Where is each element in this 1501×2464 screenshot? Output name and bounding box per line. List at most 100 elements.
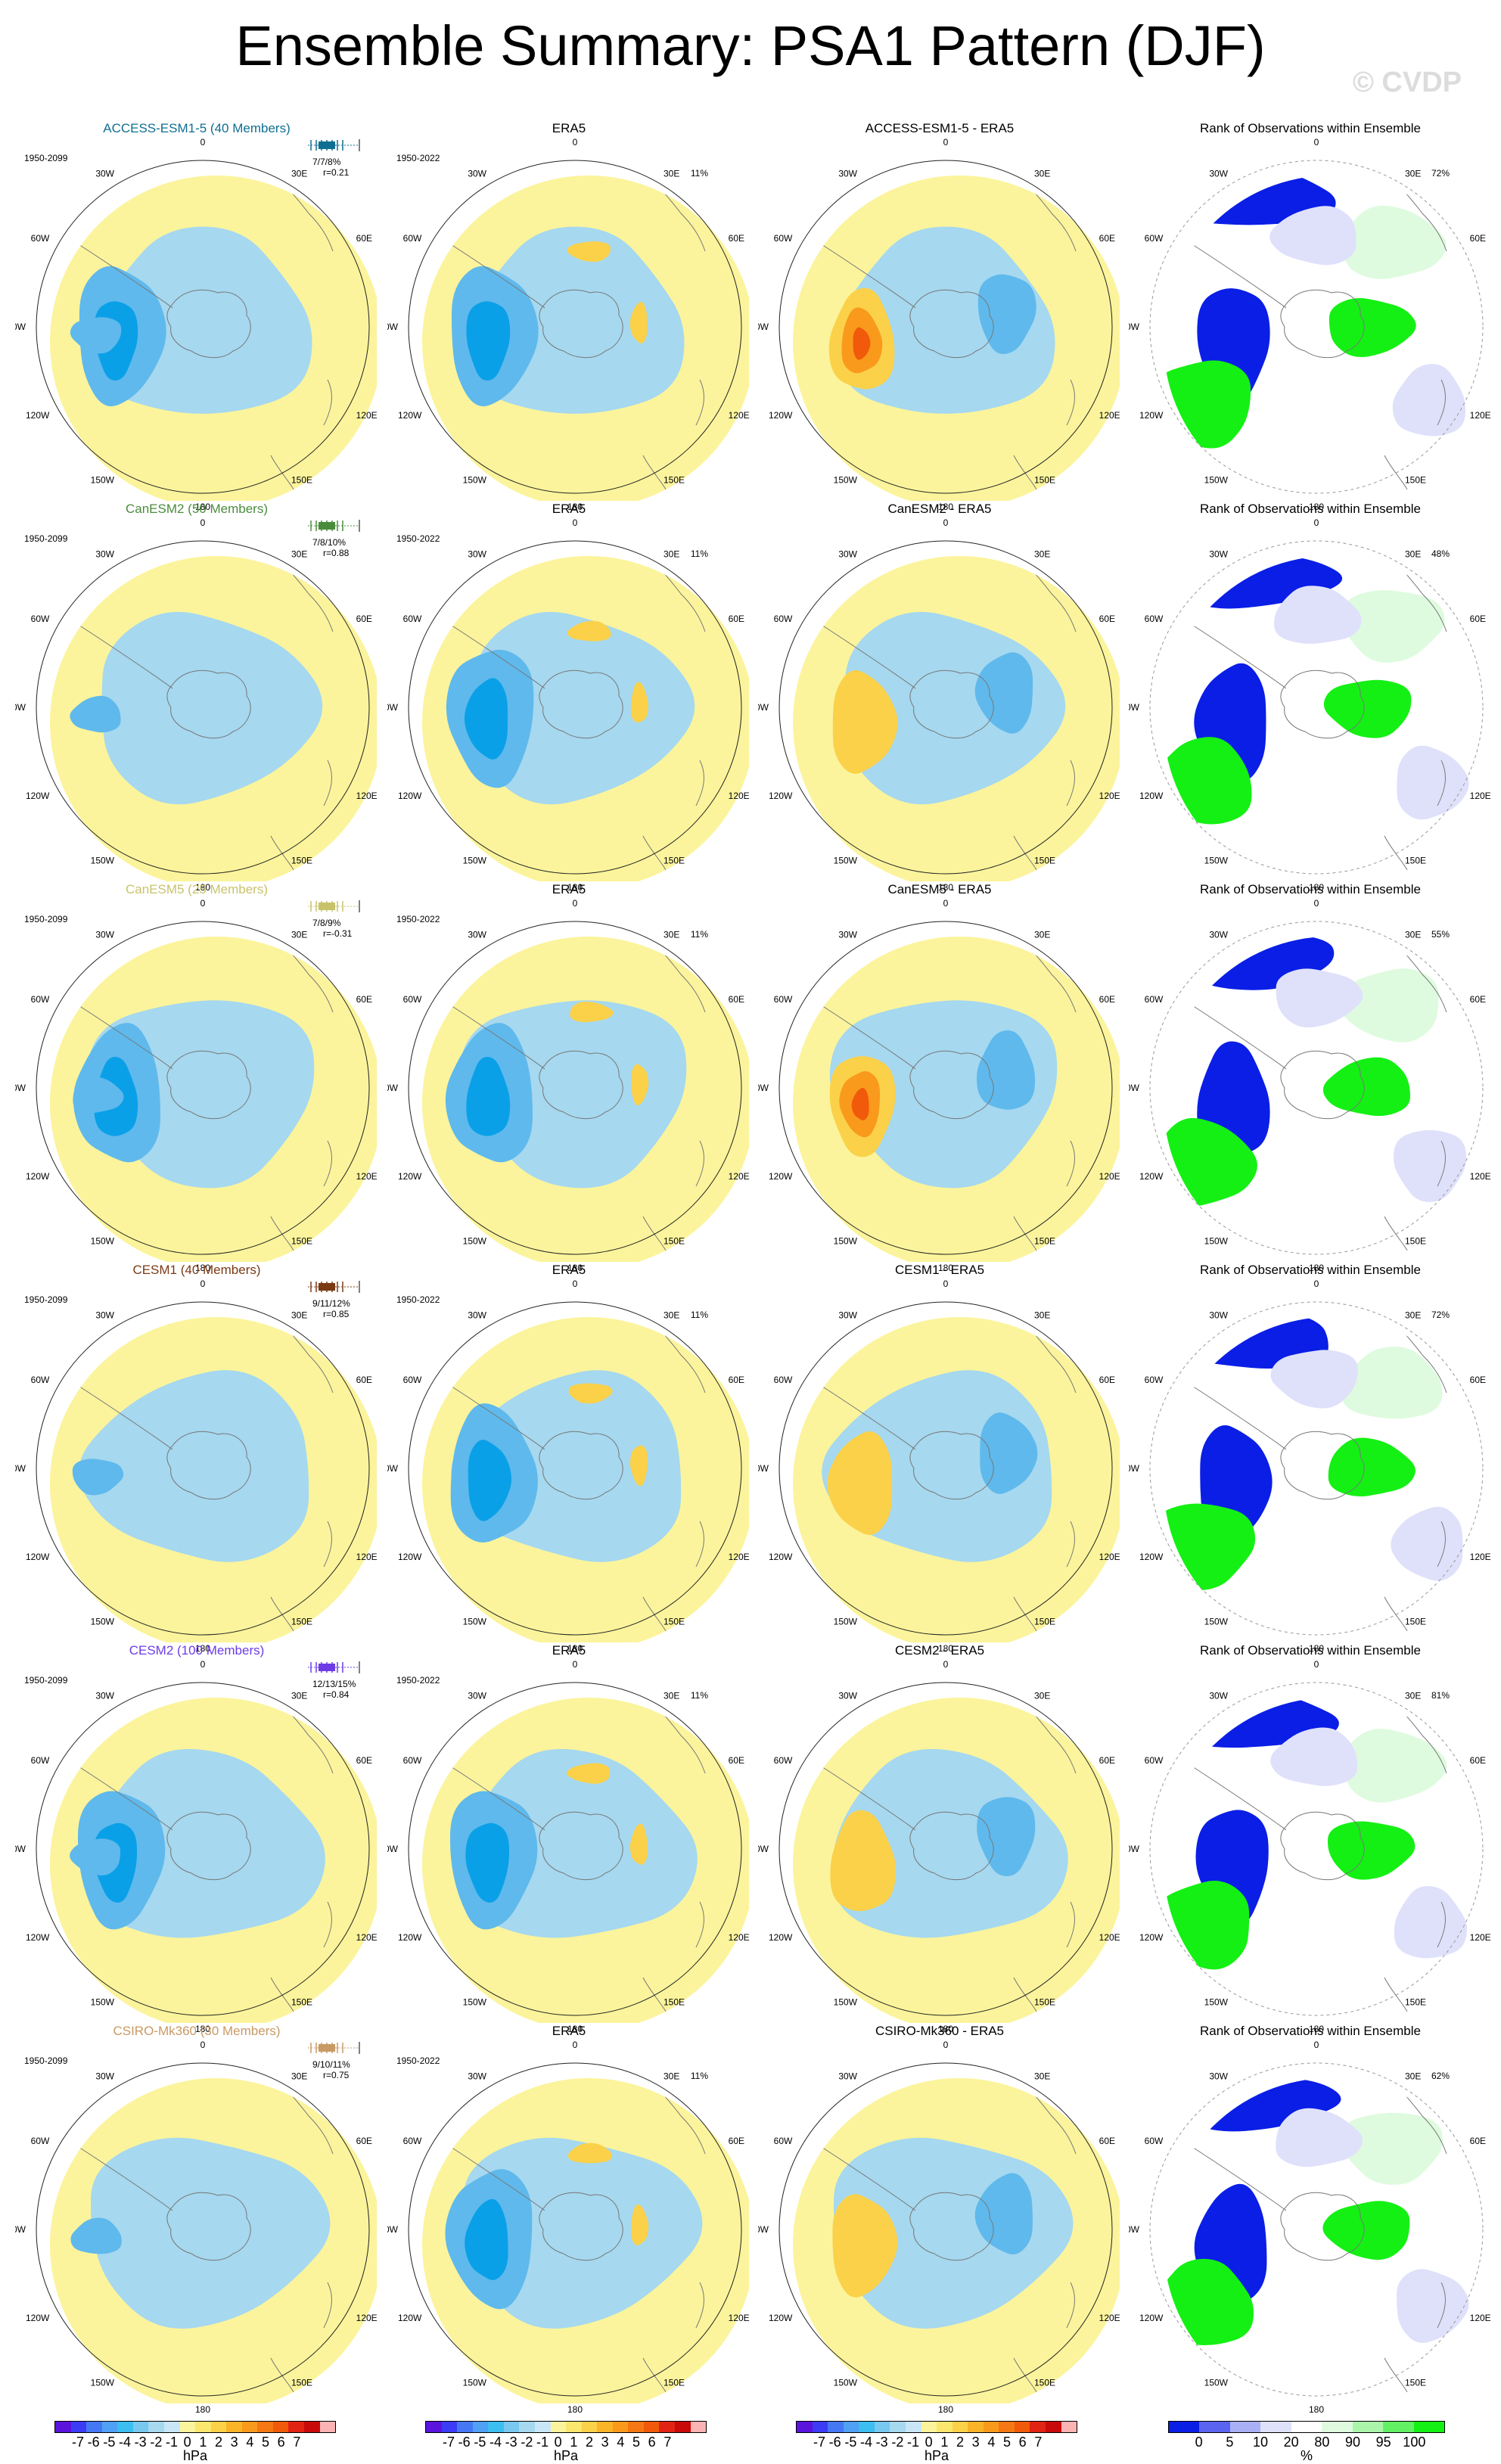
- lon-label-30W: 30W: [838, 1690, 857, 1701]
- colorbar-cell: [921, 2422, 937, 2432]
- lon-label-top: 0: [573, 138, 578, 148]
- lon-label-150E: 150E: [663, 1997, 685, 2008]
- colorbar-cell: [1383, 2422, 1414, 2432]
- lon-label-90W: 90W: [15, 1083, 26, 1093]
- colorbar-cell: [597, 2422, 613, 2432]
- lon-label-90W: 90W: [1129, 1083, 1140, 1093]
- colorbar-cell: [257, 2422, 273, 2432]
- lon-label-120W: 120W: [26, 1552, 50, 1562]
- rank-panel-title: Rank of Observations within Ensemble: [1200, 502, 1421, 516]
- lon-label-120W: 120W: [769, 791, 793, 801]
- lon-label-150E: 150E: [1405, 1617, 1426, 1627]
- obs-panel: ERA51950-202211%018030W30E60W60E90W90E12…: [387, 121, 750, 512]
- lon-label-top: 0: [1314, 899, 1319, 909]
- lon-label-60E: 60E: [356, 1755, 372, 1766]
- colorbar-cells: [796, 2421, 1077, 2433]
- colorbar-cell: [1291, 2422, 1322, 2432]
- lon-label-120W: 120W: [26, 1171, 50, 1182]
- lon-label-30W: 30W: [838, 1310, 857, 1320]
- colorbar-tick: 4: [246, 2434, 254, 2450]
- colorbar-cell: [179, 2422, 196, 2432]
- colorbar-cell: [905, 2422, 921, 2432]
- lon-label-150E: 150E: [1405, 1236, 1426, 1247]
- rank-panel: Rank of Observations within Ensemble 48% 0…: [1129, 502, 1492, 893]
- box-r-text: r=0.21: [323, 167, 350, 178]
- colorbar-tick: 90: [1344, 2434, 1361, 2450]
- lon-label-60E: 60E: [356, 2136, 372, 2146]
- diff-panel-title: CESM2 - ERA5: [894, 1643, 985, 1658]
- colorbar-cells: [54, 2421, 336, 2433]
- colorbar-cell: [1260, 2422, 1291, 2432]
- lon-label-120E: 120E: [729, 410, 750, 421]
- lon-label-150E: 150E: [1405, 856, 1426, 866]
- diff-panel: CSIRO-Mk360 - ERA5018030W30E60W60E90W90E…: [758, 2024, 1121, 2415]
- colorbar-tick: -5: [844, 2434, 857, 2450]
- colorbar-tick: 100: [1403, 2434, 1426, 2450]
- lon-label-60W: 60W: [403, 1375, 422, 1385]
- lon-label-bottom: 180: [1309, 2404, 1324, 2415]
- period-label: 1950-2022: [396, 533, 440, 544]
- ensemble-box-plot: 7/8/10% r=0.88: [306, 518, 361, 564]
- lon-label-150E: 150E: [663, 2378, 685, 2388]
- lon-label-top: 0: [573, 2040, 578, 2050]
- lon-label-top: 0: [1314, 1279, 1319, 1289]
- lon-label-60W: 60W: [774, 2136, 793, 2146]
- lon-label-150E: 150E: [1034, 475, 1055, 486]
- lon-label-150W: 150W: [91, 475, 115, 486]
- lon-label-30W: 30W: [468, 548, 486, 559]
- diff-panel: CESM2 - ERA5 018030W30E60W60E90W90E120W12…: [758, 1643, 1121, 2034]
- lon-label-60E: 60E: [1470, 1375, 1486, 1385]
- diff-map: 018030W30E60W60E90W90E120W120E150W150E: [758, 1660, 1120, 2034]
- lon-label-60E: 60E: [1470, 1755, 1486, 1766]
- lon-label-bottom: 180: [1309, 1643, 1324, 1654]
- model-panel: CESM1 (40 Members) 1950-2099 9/11/12% r=0.8…: [15, 1263, 378, 1654]
- lon-label-60E: 60E: [729, 233, 744, 244]
- colorbar-tick: 20: [1283, 2434, 1299, 2450]
- colorbar-cell: [628, 2422, 644, 2432]
- lon-label-90W: 90W: [758, 1844, 769, 1854]
- lon-label-120W: 120W: [1139, 1171, 1164, 1182]
- rank-panel: Rank of Observations within Ensemble 62% 0…: [1129, 2024, 1492, 2415]
- percent-label: 72%: [1431, 168, 1450, 179]
- obs-panel: ERA51950-202211%018030W30E60W60E90W90E12…: [387, 2024, 750, 2415]
- colorbar-cell: [1169, 2422, 1200, 2432]
- colorbar-cell: [319, 2422, 336, 2432]
- lon-label-150W: 150W: [463, 1617, 487, 1627]
- lon-label-bottom: 180: [1309, 502, 1324, 512]
- colorbar-cell: [288, 2422, 304, 2432]
- period-label: 1950-2099: [24, 1294, 68, 1305]
- lon-label-top: 0: [1314, 518, 1319, 528]
- lon-label-120W: 120W: [26, 1932, 50, 1943]
- lon-label-30W: 30W: [838, 168, 857, 179]
- lon-label-30E: 30E: [1034, 168, 1050, 179]
- lon-label-30W: 30W: [468, 1690, 486, 1701]
- page-title: Ensemble Summary: PSA1 Pattern (DJF): [235, 14, 1266, 77]
- lon-label-60W: 60W: [31, 233, 50, 244]
- colorbar-tick: 0: [1195, 2434, 1203, 2450]
- colorbar-cell: [55, 2422, 71, 2432]
- lon-label-top: 0: [1314, 1660, 1319, 1670]
- rank-panel-title: Rank of Observations within Ensemble: [1200, 1263, 1421, 1277]
- colorbar-obs: -7 -6 -5 -4 -3 -2 -1 0 1 2 3 4 5 6 7 hPa: [425, 2421, 707, 2464]
- lon-label-150W: 150W: [1204, 475, 1229, 486]
- model-map: 018030W30E60W60E90W90E120W120E150W150E: [15, 138, 378, 512]
- lon-label-bottom: 180: [567, 1643, 583, 1654]
- colorbar-cell: [937, 2422, 952, 2432]
- diff-panel-title: CanESM2 - ERA5: [887, 502, 992, 516]
- lon-label-top: 0: [943, 1279, 949, 1289]
- lon-label-120E: 120E: [356, 410, 378, 421]
- model-panel: ACCESS-ESM1-5 (40 Members) 1950-2099 7/7/8…: [15, 121, 378, 512]
- lon-label-top: 0: [943, 518, 949, 528]
- box-pct-text: 9/11/12%: [312, 1298, 350, 1309]
- colorbar-cell: [132, 2422, 149, 2432]
- rank-map: 018030W30E60W60E90W90E120W120E150W150E: [1129, 899, 1491, 1273]
- lon-label-top: 0: [943, 899, 949, 909]
- lon-label-30W: 30W: [1209, 1690, 1228, 1701]
- ensemble-box-plot: 9/11/12% r=0.85: [306, 1279, 361, 1325]
- colorbar-cell: [983, 2422, 999, 2432]
- model-map: 018030W30E60W60E90W90E120W120E150W150E: [15, 1660, 378, 2034]
- lon-label-150E: 150E: [1034, 1236, 1055, 1247]
- colorbar-cell: [952, 2422, 968, 2432]
- lon-label-30E: 30E: [663, 548, 679, 559]
- obs-panel: ERA51950-202211%018030W30E60W60E90W90E12…: [387, 1263, 750, 1654]
